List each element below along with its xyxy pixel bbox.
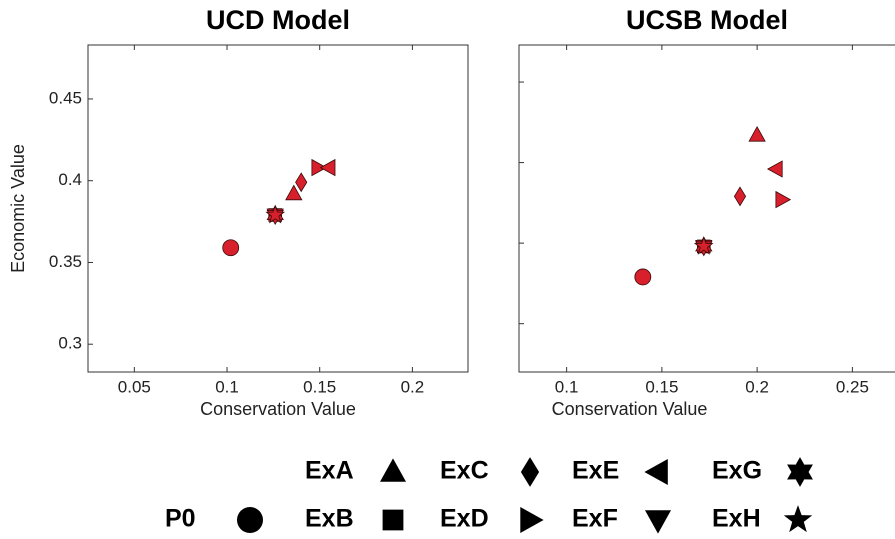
legend-marker — [645, 510, 671, 534]
point — [766, 160, 783, 178]
y-tick-label: 0.35 — [49, 252, 82, 271]
point — [634, 268, 652, 286]
x-axis-label: Conservation Value — [200, 399, 356, 419]
point — [748, 125, 766, 142]
legend-label: ExC — [440, 457, 489, 485]
point — [693, 236, 714, 255]
legend-label: P0 — [165, 505, 196, 533]
x-tick-label: 0.15 — [303, 377, 336, 396]
x-tick-label: 0.1 — [215, 377, 239, 396]
point — [285, 184, 303, 201]
plot-frame — [87, 44, 469, 373]
legend-label: ExA — [305, 457, 354, 485]
y-axis-label: Economic Value — [8, 144, 28, 273]
x-tick-label: 0.15 — [645, 377, 678, 396]
scatter-plot: UCD Model 0.05 0.1 0.15 0.2 0.3 0.35 0.4 0.45 Con… — [8, 5, 469, 419]
point — [733, 186, 747, 207]
x-tick-label: 0.2 — [401, 377, 425, 396]
legend-marker — [787, 457, 813, 487]
x-tick-label: 0.1 — [555, 377, 579, 396]
legend-marker — [237, 507, 263, 533]
chart-title: UCD Model — [206, 5, 350, 35]
y-tick-label: 0.3 — [58, 334, 82, 353]
x-tick-label: 0.2 — [745, 377, 769, 396]
point — [265, 204, 286, 224]
legend-label: ExH — [712, 505, 761, 533]
legend-marker — [644, 459, 668, 485]
legend-marker — [520, 507, 544, 533]
point — [775, 190, 792, 209]
scatter-plot: UCSB Model 0.1 0.15 0.2 0.25 Conservation Val… — [518, 5, 895, 419]
point — [222, 239, 240, 257]
y-tick-label: 0.4 — [58, 170, 82, 189]
legend-label: ExD — [440, 505, 489, 533]
legend-marker — [382, 509, 404, 531]
y-tick-label: 0.45 — [49, 88, 82, 107]
x-tick-label: 0.25 — [836, 377, 869, 396]
legend-label: ExE — [572, 457, 619, 485]
plot-frame — [518, 44, 895, 373]
legend-marker — [380, 458, 406, 482]
chart-title: UCSB Model — [626, 5, 788, 35]
legend-label: ExB — [305, 505, 354, 533]
x-tick-label: 0.05 — [118, 377, 151, 396]
point — [295, 172, 308, 193]
legend-label: ExF — [572, 505, 618, 533]
legend-label: ExG — [712, 457, 762, 485]
point — [319, 158, 336, 177]
x-axis-label: Conservation Value — [552, 399, 708, 419]
legend-marker — [520, 457, 540, 487]
point — [311, 158, 328, 177]
legend-marker — [783, 505, 813, 533]
legend: P0 ExA ExB ExC ExD ExE ExF ExG ExH — [165, 457, 813, 534]
